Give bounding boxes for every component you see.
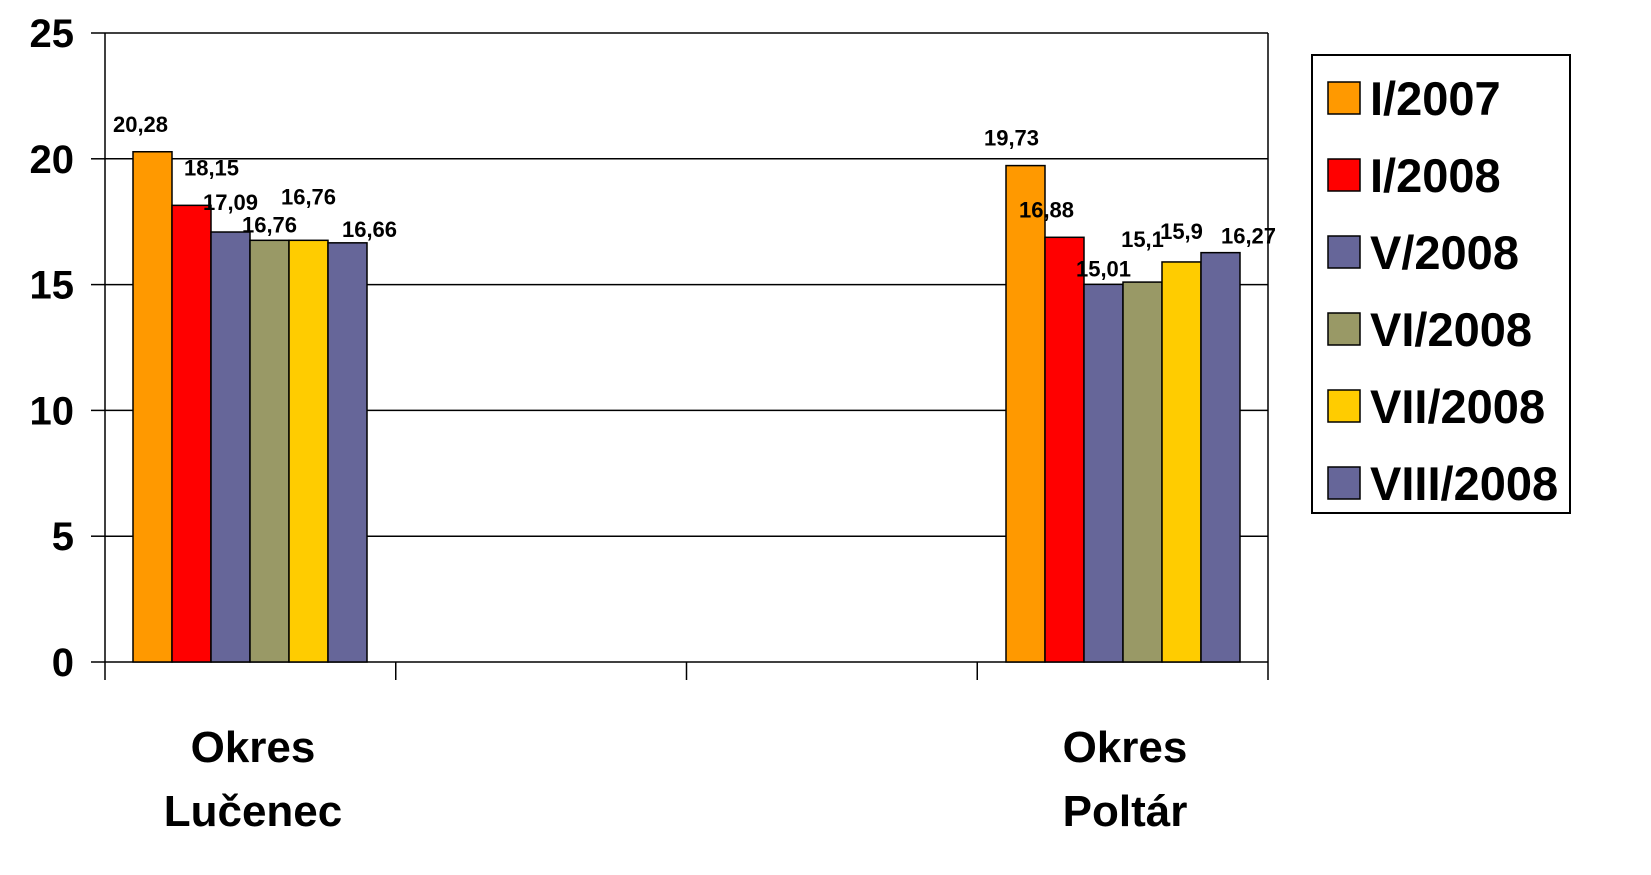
bar bbox=[132, 151, 173, 663]
bar bbox=[249, 239, 290, 663]
bar bbox=[288, 239, 329, 663]
bar bbox=[171, 204, 212, 663]
data-label: 15,1 bbox=[1121, 227, 1164, 252]
bar bbox=[1122, 281, 1163, 663]
data-label: 15,9 bbox=[1160, 219, 1203, 244]
legend-label: VII/2008 bbox=[1370, 380, 1545, 433]
bar bbox=[1044, 236, 1085, 663]
bar bbox=[1083, 283, 1124, 663]
bar bbox=[1200, 251, 1241, 663]
legend: I/2007 I/2008 V/2008 VI/2008 VII/2008 VIII/20… bbox=[1311, 54, 1571, 514]
bar bbox=[210, 231, 251, 663]
legend-swatch bbox=[1327, 312, 1361, 346]
data-label: 17,09 bbox=[203, 190, 258, 215]
legend-swatch bbox=[1327, 158, 1361, 192]
y-tick-label: 10 bbox=[30, 389, 75, 433]
y-tick-label: 25 bbox=[30, 12, 75, 56]
legend-swatch bbox=[1327, 389, 1361, 423]
y-tick-label: 0 bbox=[52, 641, 74, 685]
category-label: Poltár bbox=[1063, 787, 1188, 836]
legend-label: V/2008 bbox=[1370, 226, 1519, 279]
bar bbox=[1161, 261, 1202, 663]
bar bbox=[327, 242, 368, 663]
legend-label: VI/2008 bbox=[1370, 303, 1532, 356]
category-label: Okres bbox=[191, 723, 316, 772]
legend-label: I/2007 bbox=[1370, 72, 1501, 125]
legend-swatch bbox=[1327, 235, 1361, 269]
data-label: 16,66 bbox=[342, 217, 397, 242]
data-label: 20,28 bbox=[113, 112, 168, 137]
legend-label: VIII/2008 bbox=[1370, 457, 1558, 510]
data-label: 16,76 bbox=[281, 184, 336, 209]
category-label: Lučenec bbox=[164, 787, 343, 836]
legend-swatch bbox=[1327, 466, 1361, 500]
axes: 0 5 10 15 20 25 Okres Lučenec Okres Poltár bbox=[30, 12, 1269, 836]
category-label: Okres bbox=[1063, 723, 1188, 772]
data-label: 19,73 bbox=[984, 126, 1039, 151]
data-label: 16,88 bbox=[1019, 197, 1074, 222]
data-label: 16,27 bbox=[1221, 224, 1276, 249]
legend-box bbox=[1311, 54, 1571, 514]
data-label: 16,76 bbox=[242, 212, 297, 237]
bar bbox=[1005, 164, 1046, 663]
data-label: 18,15 bbox=[184, 155, 239, 180]
y-tick-label: 15 bbox=[30, 264, 75, 308]
data-labels: 20,2819,7318,1516,8817,0915,0116,7615,11… bbox=[113, 112, 1276, 282]
legend-label: I/2008 bbox=[1370, 149, 1501, 202]
data-label: 15,01 bbox=[1076, 256, 1131, 281]
bars bbox=[132, 151, 1241, 663]
y-tick-label: 20 bbox=[30, 138, 75, 182]
y-tick-label: 5 bbox=[52, 515, 74, 559]
legend-swatch bbox=[1327, 81, 1361, 115]
